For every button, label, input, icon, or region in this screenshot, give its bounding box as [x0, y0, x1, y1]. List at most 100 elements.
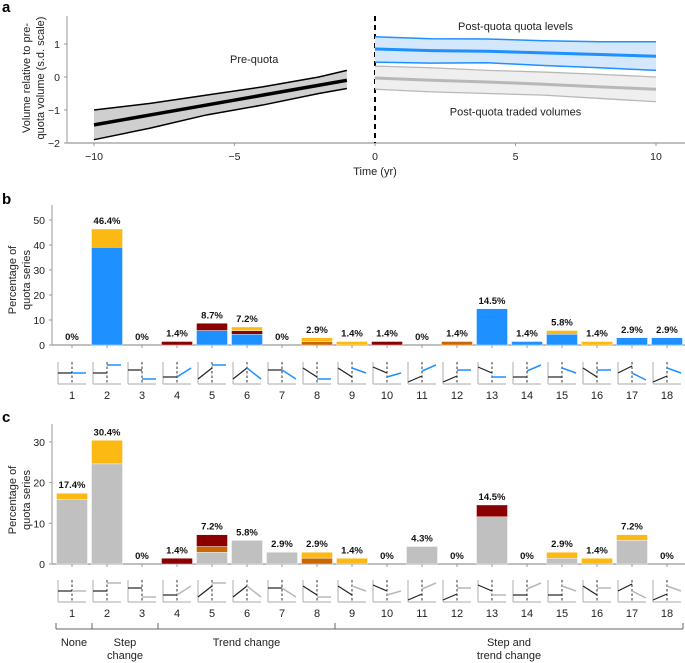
- bar-total-label-12: 1.4%: [446, 329, 468, 340]
- icon-post-segment: [561, 367, 577, 374]
- panel-a-ytick-label: 1: [54, 39, 60, 51]
- category-label-5: 5: [209, 608, 215, 620]
- bar-segment-gray_bar-6: [231, 540, 263, 565]
- bar-total-label-3: 0%: [135, 332, 149, 343]
- icon-post-segment: [421, 582, 437, 590]
- icon-post-segment: [386, 590, 402, 596]
- icon-pre-segment: [477, 584, 493, 592]
- trend-pattern-icon-13: [477, 580, 506, 603]
- panel-a-ytick-label: 0: [54, 72, 60, 84]
- bar-segment-yellow-1: [56, 492, 88, 500]
- bar-total-label-1: 17.4%: [59, 480, 86, 491]
- panel-c-ytick-label: 0: [39, 559, 45, 571]
- trend-pattern-icon-18: [652, 580, 682, 603]
- bar-segment-yellow-16: [581, 558, 613, 565]
- bar-segment-blue-14: [511, 341, 543, 346]
- bar-segment-orange-5: [196, 546, 228, 553]
- trend-pattern-icon-2: [92, 580, 121, 603]
- post-quota-traded-volumes-upper-line: [374, 65, 657, 78]
- bar-total-label-14: 0%: [520, 551, 534, 562]
- panel-a-annotation: Post-quota quota levels: [458, 21, 573, 33]
- bar-total-label-7: 0%: [275, 332, 289, 343]
- bar-total-label-15: 2.9%: [551, 539, 573, 550]
- panel-a: a Volume relative to pre- quota volume (…: [2, 0, 685, 178]
- category-label-5: 5: [209, 390, 215, 402]
- pre-quota-upper-line: [93, 69, 348, 111]
- icon-pre-segment: [582, 367, 598, 378]
- trend-pattern-icon-4: [162, 580, 192, 603]
- panel-b-ytick-label: 30: [33, 265, 45, 277]
- bar-total-label-4: 1.4%: [166, 329, 188, 340]
- trend-pattern-icon-14: [512, 580, 542, 603]
- bar-total-label-14: 1.4%: [516, 329, 538, 340]
- category-label-11: 11: [416, 390, 427, 402]
- trend-pattern-icon-6: [232, 362, 262, 385]
- category-label-8: 8: [314, 608, 320, 620]
- category-label-11: 11: [416, 608, 427, 620]
- bar-segment-yellow-9: [336, 558, 368, 565]
- pre-quota-band: [94, 70, 347, 140]
- trend-pattern-icon-7: [267, 580, 297, 603]
- panel-letter-c: c: [2, 409, 10, 426]
- icon-pre-segment: [582, 585, 598, 596]
- trend-pattern-icon-15: [547, 362, 577, 385]
- panel-c: c Percentage of quota series 0 10 20 30 17.4…: [2, 409, 685, 662]
- bar-segment-orange-8: [301, 341, 333, 346]
- trend-pattern-icon-17: [617, 362, 647, 385]
- trend-pattern-icon-1: [57, 580, 86, 603]
- icon-pre-segment: [197, 585, 213, 598]
- bar-segment-blue-2: [91, 247, 123, 346]
- bar-total-label-9: 1.4%: [341, 329, 363, 340]
- panel-c-ytick-label: 20: [33, 478, 45, 490]
- icon-pre-segment: [372, 366, 388, 374]
- trend-pattern-icon-10: [372, 362, 402, 385]
- icon-post-segment: [526, 364, 542, 372]
- panel-b-ytick-label: 0: [39, 340, 45, 352]
- bar-segment-darkred-5: [196, 323, 228, 331]
- bar-segment-blue-17: [616, 337, 648, 346]
- bar-segment-gray_bar-7: [266, 551, 298, 565]
- panel-c-ytick-label: 30: [33, 437, 45, 449]
- category-label-16: 16: [591, 608, 603, 620]
- bar-segment-yellow-8: [301, 337, 333, 342]
- panel-letter-b: b: [2, 191, 11, 208]
- post-quota-traded-volumes-lower-line: [374, 88, 657, 103]
- category-label-1: 1: [69, 390, 75, 402]
- category-label-3: 3: [139, 608, 145, 620]
- category-label-18: 18: [661, 390, 673, 402]
- group-label-3: trend change: [477, 650, 541, 662]
- group-label-1: change: [107, 650, 143, 662]
- bar-total-label-18: 0%: [660, 551, 674, 562]
- bar-total-label-9: 1.4%: [341, 545, 363, 556]
- group-label-3: Step and: [487, 637, 531, 649]
- category-label-10: 10: [381, 390, 393, 402]
- category-label-18: 18: [661, 608, 673, 620]
- panel-b-ytick-label: 10: [33, 315, 45, 327]
- trend-pattern-icon-5: [197, 580, 226, 603]
- bar-total-label-7: 2.9%: [271, 539, 293, 550]
- bar-total-label-3: 0%: [135, 551, 149, 562]
- post-quota-quota-levels-lower-line: [374, 61, 657, 72]
- icon-pre-segment: [302, 585, 318, 596]
- trend-pattern-icon-1: [57, 362, 86, 385]
- category-label-12: 12: [451, 390, 463, 402]
- category-label-13: 13: [486, 390, 498, 402]
- trend-pattern-icon-15: [547, 580, 577, 603]
- panel-a-xtick-label: −5: [229, 151, 241, 163]
- bar-total-label-18: 2.9%: [656, 325, 678, 336]
- trend-pattern-icon-17: [617, 580, 647, 603]
- icon-post-segment: [246, 585, 262, 598]
- category-label-15: 15: [556, 608, 568, 620]
- icon-post-segment: [386, 372, 402, 378]
- panel-a-annotation: Pre-quota: [230, 54, 279, 66]
- icon-post-segment: [561, 585, 577, 592]
- trend-pattern-icon-12: [442, 362, 471, 385]
- bar-total-label-15: 5.8%: [551, 318, 573, 329]
- panel-b-ytick-label: 50: [33, 215, 45, 227]
- category-label-7: 7: [279, 608, 285, 620]
- trend-pattern-icon-2: [92, 362, 121, 385]
- panel-b: b Percentage of quota series 01020304050…: [2, 191, 685, 402]
- category-label-13: 13: [486, 608, 498, 620]
- icon-pre-segment: [407, 593, 423, 601]
